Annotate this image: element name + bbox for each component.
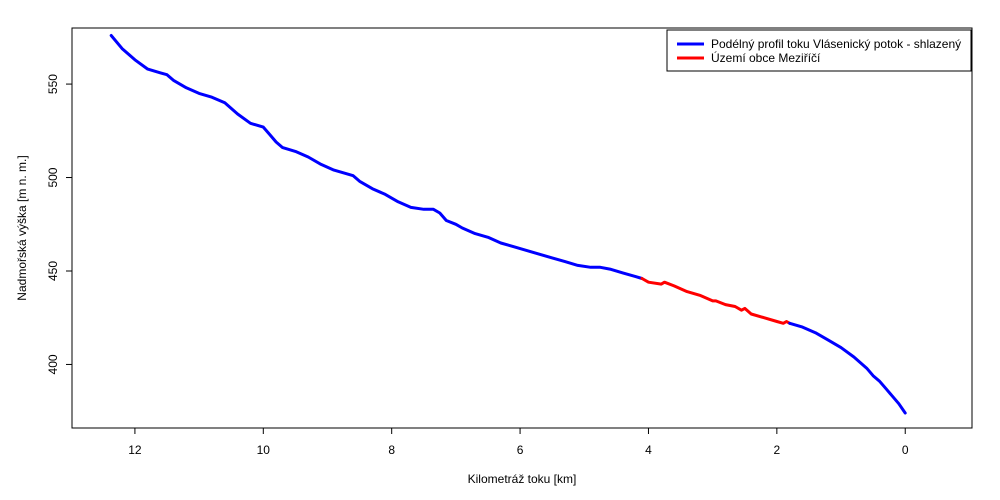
series-line-0	[109, 34, 644, 280]
x-axis: 12 10 8 6 4 2 0	[128, 428, 909, 457]
x-axis-title: Kilometráž toku [km]	[468, 472, 577, 486]
legend: Podélný profil toku Vlásenický potok - s…	[666, 29, 972, 72]
series-line-1	[640, 277, 792, 325]
series-layer	[109, 34, 907, 415]
x-tick-label-4: 4	[645, 443, 652, 457]
y-axis-title: Nadmořská výška [m n. m.]	[15, 155, 29, 300]
legend-label-0: Podélný profil toku Vlásenický potok - s…	[711, 37, 961, 51]
y-axis: 400 450 500 550	[46, 74, 72, 374]
plot-frame	[71, 27, 973, 429]
y-tick-label-1: 450	[46, 261, 60, 281]
x-tick-label-3: 6	[517, 443, 524, 457]
y-tick-label-2: 500	[46, 167, 60, 187]
x-tick-label-1: 10	[257, 443, 271, 457]
legend-box	[666, 29, 972, 72]
legend-label-1: Území obce Meziříčí	[711, 50, 821, 65]
x-tick-label-0: 12	[128, 443, 142, 457]
series-line-2	[788, 321, 907, 415]
x-tick-label-5: 2	[774, 443, 781, 457]
y-tick-label-3: 550	[46, 74, 60, 94]
y-tick-label-0: 400	[46, 354, 60, 374]
x-tick-label-6: 0	[902, 443, 909, 457]
x-tick-label-2: 8	[388, 443, 395, 457]
